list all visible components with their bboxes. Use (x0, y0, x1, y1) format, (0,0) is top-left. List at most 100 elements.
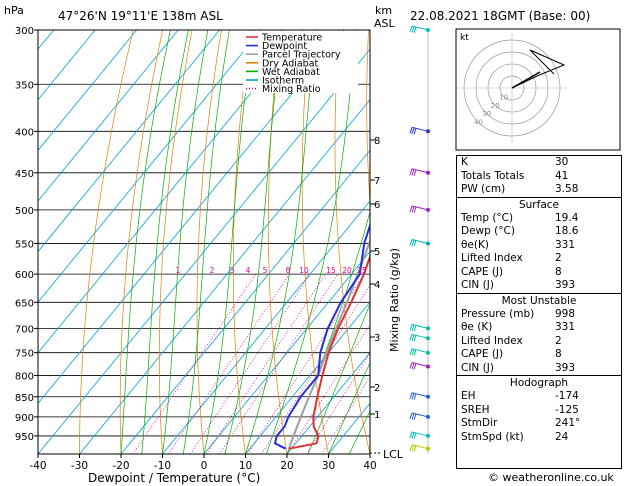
dry-adiabat (196, 30, 222, 454)
pressure-tick-label: 450 (15, 169, 34, 180)
mixing-ratio-label: 2 (210, 266, 215, 275)
wind-barb (409, 333, 429, 342)
pressure-tick-label: 950 (15, 432, 34, 443)
legend-entry: Parcel Trajectory (262, 50, 341, 61)
wet-adiabat (307, 302, 370, 454)
mixing-ratio-label: 1 (176, 266, 181, 275)
mixing-ratio-label: 15 (326, 266, 336, 275)
surface-value: 2 (555, 252, 562, 264)
most-unstable-label: CAPE (J) (461, 348, 504, 360)
temperature-line (288, 253, 370, 450)
isotherm-line (245, 301, 370, 454)
surface-label: θe(K) (461, 238, 489, 251)
surface-row: θe(K) 331 (457, 239, 621, 253)
surface-row: Lifted Index 2 (457, 252, 621, 266)
surface-row: CIN (J) 393 (457, 279, 621, 293)
temperature-tick-label: -10 (154, 460, 171, 472)
hodograph-label: StmDir (461, 417, 498, 429)
km-tick-label: 3 (374, 333, 380, 344)
datetime-title: 22.08.2021 18GMT (Base: 00) (410, 9, 590, 23)
hodograph-ring-label: 20 (491, 102, 500, 110)
km-tick-label: 8 (374, 136, 380, 147)
pressure-tick-label: 350 (15, 80, 34, 91)
temperature-tick-label: -20 (112, 460, 129, 472)
pressure-tick-label: 600 (15, 270, 34, 281)
wet-adiabat (162, 30, 209, 454)
wind-barb (409, 431, 429, 440)
dry-adiabat (301, 30, 329, 454)
dry-adiabat (119, 30, 163, 454)
legend-box (243, 31, 358, 93)
most-unstable-section: Most Unstable Pressure (mb) 998 θe (K) 331 L… (457, 292, 621, 376)
hodograph-label: EH (461, 390, 476, 402)
wind-barb (409, 362, 429, 370)
isotherm-line (0, 30, 12, 454)
most-unstable-row: Lifted Index 2 (457, 335, 621, 349)
pressure-tick-label: 300 (15, 26, 34, 37)
isotherm-line (38, 48, 370, 454)
surface-label: Lifted Index (461, 252, 523, 264)
legend-entry: Dry Adiabat (262, 58, 319, 69)
dry-adiabat (232, 30, 252, 454)
temperature-tick-label: -30 (71, 460, 88, 472)
hodograph-ring-label: 40 (474, 119, 483, 127)
index-k: K 30 (457, 156, 621, 170)
most-unstable-value: 331 (555, 321, 576, 333)
dry-adiabat (334, 30, 370, 454)
index-pw-value: 3.58 (555, 183, 579, 195)
pressure-tick-label: 750 (15, 349, 34, 360)
dry-adiabat (398, 30, 454, 454)
mixing-ratio-line (132, 273, 257, 454)
x-axis-label: Dewpoint / Temperature (°C) (88, 471, 260, 485)
wind-barb (409, 238, 429, 247)
hodograph-row: StmSpd (kt) 24 (457, 431, 621, 445)
mixing-ratio-label: 3 (230, 266, 235, 275)
km-tick-label: 6 (374, 200, 380, 211)
isotherm-line (203, 250, 370, 454)
temperature-tick-label: 20 (280, 460, 293, 472)
most-unstable-row: Pressure (mb) 998 (457, 308, 621, 322)
mixing-ratio-label: 10 (299, 266, 309, 275)
most-unstable-value: 8 (555, 348, 562, 360)
wind-barb (409, 25, 429, 34)
pressure-tick-label: 900 (15, 413, 34, 424)
hodograph-value: 241° (555, 417, 581, 429)
legend-entry: Dewpoint (262, 41, 307, 52)
mixing-ratio-axis-label: Mixing Ratio (g/kg) (388, 248, 401, 352)
wet-adiabat (265, 30, 357, 454)
mixing-ratio-label: 5 (263, 266, 268, 275)
hodograph-ring-label: 10 (499, 93, 508, 101)
surface-label: CIN (J) (461, 279, 494, 291)
wind-barb (409, 168, 429, 176)
surface-value: 18.6 (555, 225, 579, 237)
surface-label: CAPE (J) (461, 265, 504, 278)
dry-adiabat (79, 30, 134, 454)
hodograph-row: SREH -125 (457, 404, 621, 418)
mixing-ratio-label: 8 (286, 266, 291, 275)
isotherm-line (38, 30, 262, 303)
mixing-ratio-label: 4 (246, 266, 251, 275)
wind-barb (409, 205, 429, 214)
legend-entry: Isotherm (262, 76, 304, 87)
legend-entry: Wet Adiabat (262, 67, 320, 78)
hodograph-unit-label: kt (460, 33, 469, 43)
surface-value: 331 (555, 238, 576, 251)
surface-label: Dewp (°C) (461, 225, 515, 237)
isotherm-line (162, 200, 370, 454)
wind-barb (409, 444, 429, 452)
index-k-label: K (461, 156, 468, 168)
wet-adiabat (141, 30, 189, 454)
surface-row: Dewp (°C) 18.6 (457, 225, 621, 239)
location-title: 47°26'N 19°11'E 138m ASL (58, 9, 223, 23)
mixing-ratio-label: 25 (357, 266, 367, 275)
pressure-tick-label: 500 (15, 206, 34, 217)
index-tt: Totals Totals 41 (457, 170, 621, 184)
surface-value: 19.4 (555, 211, 579, 224)
index-k-value: 30 (555, 156, 569, 168)
pressure-tick-label: 650 (15, 298, 34, 309)
hodograph-row: EH -174 (457, 390, 621, 404)
surface-value: 8 (555, 265, 562, 278)
hodograph-value: 24 (555, 430, 569, 443)
legend-entry: Mixing Ratio (262, 84, 321, 95)
legend-entry: Temperature (261, 33, 322, 44)
